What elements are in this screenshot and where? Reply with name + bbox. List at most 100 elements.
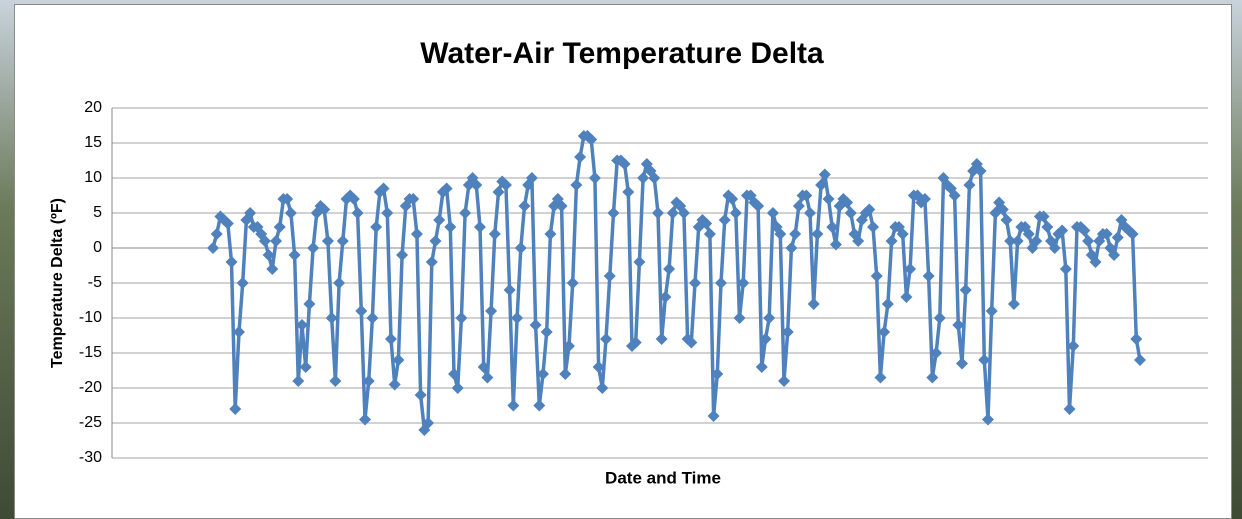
y-axis-label: Temperature Delta (ºF) [49,198,66,368]
y-tick-label: 20 [84,99,102,116]
data-marker [778,375,790,387]
data-marker [923,270,935,282]
data-marker [211,228,223,240]
data-marker [719,214,731,226]
data-marker [515,242,527,254]
data-marker [333,277,345,289]
data-marker [956,358,968,370]
data-marker [960,284,972,296]
data-marker [426,256,438,268]
data-marker [381,207,393,219]
data-marker [667,207,679,219]
data-marker [504,284,516,296]
data-marker [289,249,301,261]
data-marker [934,312,946,324]
data-marker [570,179,582,191]
x-axis-label: Date and Time [605,468,721,487]
data-marker [607,207,619,219]
data-marker [329,375,341,387]
data-marker [622,186,634,198]
data-marker [355,305,367,317]
data-marker [963,179,975,191]
data-marker [518,200,530,212]
data-marker [734,312,746,324]
data-marker [207,242,219,254]
data-marker [789,228,801,240]
data-marker [455,312,467,324]
data-marker [266,263,278,275]
data-marker [886,235,898,247]
data-marker [793,200,805,212]
data-marker [489,228,501,240]
data-marker [474,221,486,233]
y-tick-label: 15 [84,134,102,151]
data-marker [326,312,338,324]
data-marker [633,256,645,268]
data-marker [756,361,768,373]
data-marker [1008,298,1020,310]
data-marker [574,151,586,163]
data-marker [589,172,601,184]
data-marker [389,379,401,391]
data-marker [303,298,315,310]
data-marker [1060,263,1072,275]
data-marker [567,277,579,289]
data-marker [830,239,842,251]
data-marker [604,270,616,282]
data-marker [429,235,441,247]
data-marker [730,207,742,219]
data-marker [600,333,612,345]
data-marker [986,305,998,317]
data-marker [763,312,775,324]
data-marker [982,414,994,426]
data-marker [396,249,408,261]
data-marker [307,242,319,254]
data-marker [352,207,364,219]
y-tick-label: 10 [84,169,102,186]
data-marker [1012,235,1024,247]
data-marker [1001,214,1013,226]
data-marker [359,414,371,426]
data-marker [229,403,241,415]
data-marker [900,291,912,303]
chart-title: Water-Air Temperature Delta [420,37,824,70]
data-marker [559,368,571,380]
data-marker [411,228,423,240]
data-marker [767,207,779,219]
data-marker [433,214,445,226]
data-marker [370,221,382,233]
data-marker [511,312,523,324]
data-marker [493,186,505,198]
data-marker [292,375,304,387]
data-marker [871,270,883,282]
data-marker [656,333,668,345]
data-marker [1130,333,1142,345]
data-marker [285,207,297,219]
data-marker [530,319,542,331]
y-tick-label: -15 [79,344,102,361]
data-marker [322,235,334,247]
data-marker [637,172,649,184]
y-tick-label: -5 [88,274,102,291]
data-marker [689,277,701,289]
data-marker [704,228,716,240]
data-marker [845,207,857,219]
page: {"chart_data": {"type": "line", "title":… [0,0,1242,519]
data-marker [533,400,545,412]
data-marker [1134,354,1146,366]
data-marker [415,389,427,401]
y-tick-label: -25 [79,414,102,431]
data-marker [270,235,282,247]
data-marker [1082,235,1094,247]
data-marker [485,305,497,317]
data-marker [459,207,471,219]
data-marker [715,277,727,289]
data-marker [811,228,823,240]
data-marker [481,372,493,384]
y-tick-label: -10 [79,309,102,326]
data-marker [882,298,894,310]
data-marker [452,382,464,394]
data-marker [541,326,553,338]
data-marker [1064,403,1076,415]
y-tick-label: 0 [93,239,102,256]
